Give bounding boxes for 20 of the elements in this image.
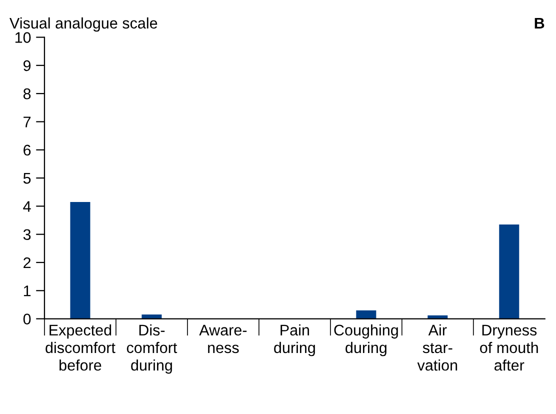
x-tick-label: Dis- comfort during (126, 324, 178, 374)
y-tick-label: 10 (15, 32, 31, 43)
y-tick-label: 8 (23, 88, 31, 100)
text: B (534, 18, 544, 28)
x-tick-label: Aware- ness (199, 324, 247, 354)
y-axis-title: Visual analogue scale (10, 17, 158, 32)
y-tick-label: 4 (23, 201, 31, 212)
y-tick-label: 0 (23, 314, 31, 324)
x-tick-label: Coughing during (334, 324, 398, 356)
y-tick-label: 6 (24, 144, 31, 156)
y-tick-label: 1 (24, 286, 31, 296)
x-tick-label: Dryness of mouth after (480, 324, 538, 371)
x-tick-label: Pain during (274, 324, 315, 356)
y-tick-label: 2 (24, 257, 31, 268)
y-tick-label: 5 (23, 173, 31, 184)
y-tick-label: 3 (23, 229, 31, 240)
y-tick-label: 9 (24, 60, 31, 72)
y-tick-label: 7 (24, 116, 31, 128)
x-tick-label: Air star- vation (417, 324, 458, 371)
x-tick-label: Expected discomfort before (46, 324, 116, 371)
